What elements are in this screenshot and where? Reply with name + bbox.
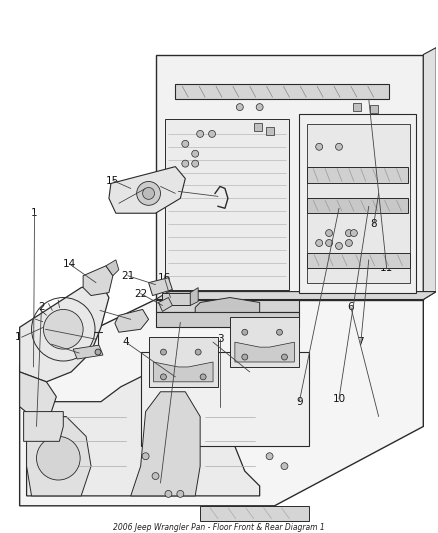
- Polygon shape: [83, 266, 113, 296]
- Polygon shape: [166, 119, 290, 289]
- Text: 19: 19: [93, 305, 106, 316]
- Circle shape: [350, 230, 357, 237]
- Polygon shape: [73, 345, 103, 359]
- Circle shape: [237, 103, 243, 110]
- Text: 8: 8: [371, 219, 377, 229]
- Text: 12: 12: [15, 332, 28, 342]
- Text: 9: 9: [296, 397, 303, 407]
- Polygon shape: [265, 127, 274, 135]
- Circle shape: [192, 150, 199, 157]
- Polygon shape: [162, 293, 190, 305]
- Circle shape: [282, 354, 287, 360]
- Polygon shape: [195, 297, 260, 312]
- Text: 4: 4: [210, 337, 216, 347]
- Circle shape: [242, 329, 248, 335]
- Polygon shape: [235, 342, 294, 362]
- Circle shape: [325, 239, 332, 246]
- Text: 18: 18: [45, 339, 58, 349]
- Polygon shape: [155, 292, 436, 300]
- Polygon shape: [20, 282, 109, 382]
- Polygon shape: [190, 288, 198, 305]
- Polygon shape: [20, 372, 57, 417]
- Circle shape: [346, 239, 353, 246]
- Circle shape: [137, 182, 160, 205]
- Polygon shape: [20, 300, 423, 506]
- Circle shape: [266, 453, 273, 459]
- Polygon shape: [131, 392, 200, 496]
- Polygon shape: [148, 278, 173, 296]
- Polygon shape: [115, 310, 148, 332]
- Circle shape: [242, 354, 248, 360]
- Polygon shape: [299, 114, 417, 293]
- Circle shape: [195, 349, 201, 355]
- Text: 2006 Jeep Wrangler Pan - Floor Front & Rear Diagram 1: 2006 Jeep Wrangler Pan - Floor Front & R…: [113, 523, 325, 532]
- Text: 4: 4: [123, 337, 129, 347]
- Circle shape: [192, 160, 199, 167]
- Circle shape: [160, 374, 166, 380]
- Text: 6: 6: [348, 302, 354, 312]
- Text: 7: 7: [357, 337, 364, 347]
- Circle shape: [95, 349, 101, 355]
- Circle shape: [177, 490, 184, 497]
- Polygon shape: [27, 417, 91, 496]
- Text: 14: 14: [63, 259, 76, 269]
- Circle shape: [316, 143, 323, 150]
- Polygon shape: [423, 47, 436, 300]
- Circle shape: [142, 453, 149, 459]
- Circle shape: [336, 243, 343, 249]
- Polygon shape: [353, 103, 361, 111]
- Circle shape: [160, 349, 166, 355]
- Polygon shape: [370, 105, 378, 113]
- Circle shape: [281, 463, 288, 470]
- Circle shape: [200, 374, 206, 380]
- Polygon shape: [307, 198, 408, 213]
- Circle shape: [208, 131, 215, 138]
- Text: 1: 1: [31, 208, 38, 218]
- Circle shape: [316, 239, 323, 246]
- Circle shape: [197, 131, 204, 138]
- Text: 17: 17: [172, 187, 185, 197]
- Circle shape: [325, 230, 332, 237]
- Polygon shape: [24, 411, 63, 441]
- Polygon shape: [254, 123, 261, 131]
- Polygon shape: [307, 124, 410, 282]
- Polygon shape: [159, 297, 173, 311]
- Polygon shape: [307, 167, 408, 183]
- Circle shape: [182, 140, 189, 147]
- Polygon shape: [307, 253, 410, 268]
- Polygon shape: [109, 167, 185, 213]
- Circle shape: [256, 103, 263, 110]
- Circle shape: [336, 143, 343, 150]
- Circle shape: [346, 230, 353, 237]
- Text: 16: 16: [158, 273, 171, 282]
- Text: 10: 10: [332, 394, 346, 403]
- Circle shape: [182, 160, 189, 167]
- Circle shape: [43, 310, 83, 349]
- Polygon shape: [106, 260, 119, 276]
- Circle shape: [165, 490, 172, 497]
- Text: 15: 15: [106, 175, 120, 185]
- Text: 21: 21: [121, 271, 134, 281]
- Text: 5: 5: [157, 478, 164, 488]
- Text: 20: 20: [39, 324, 52, 334]
- Text: 3: 3: [217, 334, 223, 344]
- Text: 2: 2: [38, 302, 45, 312]
- Polygon shape: [200, 506, 309, 521]
- Circle shape: [276, 329, 283, 335]
- Polygon shape: [154, 362, 213, 382]
- Polygon shape: [230, 317, 299, 367]
- Polygon shape: [27, 372, 260, 496]
- Circle shape: [36, 437, 80, 480]
- Text: 22: 22: [134, 288, 147, 298]
- Text: 11: 11: [380, 263, 393, 273]
- Circle shape: [152, 473, 159, 480]
- Polygon shape: [155, 300, 299, 312]
- Polygon shape: [175, 84, 389, 99]
- Circle shape: [143, 188, 155, 199]
- Polygon shape: [155, 54, 423, 300]
- Polygon shape: [141, 352, 309, 446]
- Polygon shape: [148, 337, 218, 387]
- Polygon shape: [155, 312, 299, 327]
